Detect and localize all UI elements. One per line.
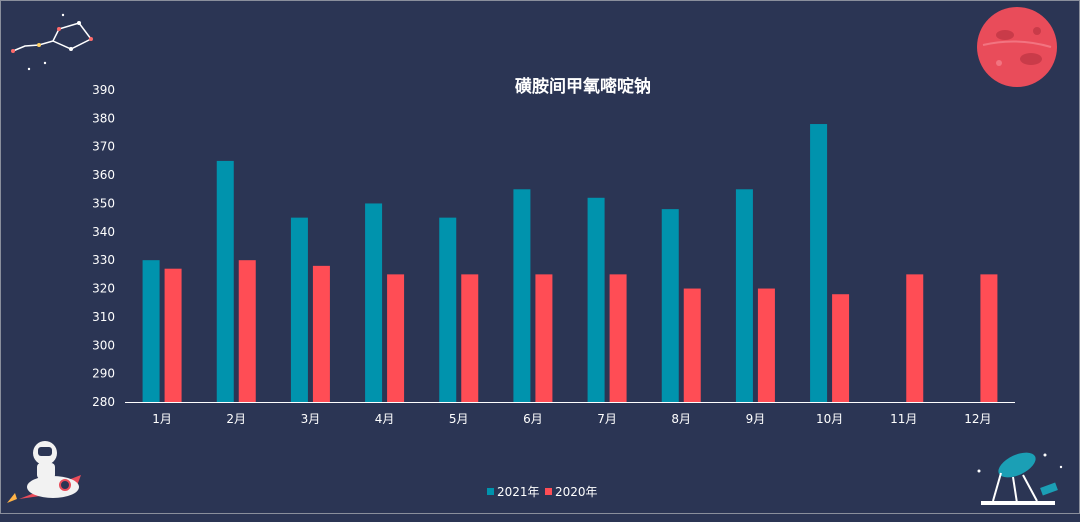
x-tick-label: 6月	[523, 412, 543, 426]
y-tick-label: 350	[92, 196, 115, 210]
bar-2021年-2月	[216, 160, 234, 402]
bar-2021年-4月	[365, 203, 383, 402]
x-tick-label: 12月	[964, 412, 991, 426]
bar-2020年-2月	[238, 260, 256, 402]
y-tick-label: 390	[92, 83, 115, 97]
bar-2020年-5月	[461, 274, 479, 402]
bar-2020年-6月	[535, 274, 553, 402]
bar-2020年-9月	[757, 288, 775, 402]
bar-2020年-3月	[312, 265, 330, 402]
y-tick-label: 280	[92, 395, 115, 409]
y-tick-label: 340	[92, 225, 115, 239]
bar-2020年-10月	[832, 294, 850, 402]
bar-2020年-1月	[164, 268, 182, 402]
legend-label: 2021年	[497, 485, 540, 499]
red-planet-icon	[977, 7, 1057, 87]
y-tick-label: 310	[92, 310, 115, 324]
bar-2021年-10月	[810, 124, 828, 402]
bar-2020年-4月	[387, 274, 405, 402]
x-tick-label: 5月	[449, 412, 469, 426]
bar-series	[142, 124, 998, 402]
legend-label: 2020年	[555, 485, 598, 499]
bar-chart: 磺胺间甲氧嘧啶钠 280 290 300 310 320 330 340 350 360 370 3…	[7, 7, 1063, 505]
bar-2021年-1月	[142, 260, 160, 402]
x-tick-label: 4月	[375, 412, 395, 426]
bar-2021年-3月	[290, 217, 308, 402]
bar-2021年-5月	[439, 217, 457, 402]
legend-swatch	[487, 488, 494, 495]
chart-title: 磺胺间甲氧嘧啶钠	[515, 76, 651, 97]
y-tick-label: 360	[92, 168, 115, 182]
y-tick-label: 320	[92, 282, 115, 296]
bar-2020年-8月	[683, 288, 701, 402]
x-tick-label: 10月	[816, 412, 843, 426]
bar-2020年-7月	[609, 274, 627, 402]
constellation-icon	[11, 13, 93, 71]
x-tick-label: 8月	[671, 412, 691, 426]
bar-2020年-11月	[906, 274, 924, 402]
x-tick-label: 9月	[746, 412, 766, 426]
telescope-satellite-icon	[977, 452, 1063, 505]
x-tick-label: 3月	[301, 412, 321, 426]
bar-2020年-12月	[980, 274, 998, 402]
x-tick-label: 1月	[152, 412, 172, 426]
y-tick-label: 300	[92, 338, 115, 352]
bar-2021年-9月	[735, 189, 753, 402]
y-tick-label: 370	[92, 140, 115, 154]
y-axis-ticks: 280 290 300 310 320 330 340 350 360 370 380 390	[92, 83, 115, 409]
legend-swatch	[545, 488, 552, 495]
astronaut-rocket-icon	[7, 441, 81, 503]
bar-2021年-8月	[661, 209, 679, 402]
x-tick-label: 2月	[226, 412, 246, 426]
bar-2021年-6月	[513, 189, 531, 402]
y-tick-label: 380	[92, 111, 115, 125]
bar-2021年-7月	[587, 197, 605, 402]
x-axis-ticks: 1月 2月 3月 4月 5月 6月 7月 8月 9月 10月 11月 12月	[152, 412, 991, 426]
y-tick-label: 330	[92, 253, 115, 267]
y-tick-label: 290	[92, 367, 115, 381]
legend: 2021年 2020年	[487, 485, 598, 499]
x-tick-label: 7月	[597, 412, 617, 426]
x-tick-label: 11月	[890, 412, 917, 426]
